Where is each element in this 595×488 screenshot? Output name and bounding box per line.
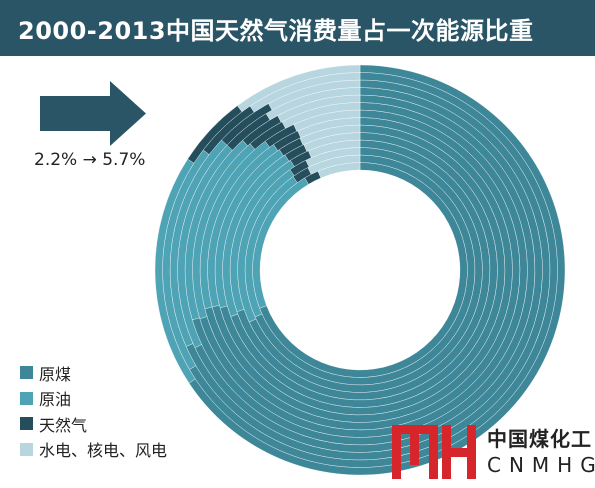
legend-item-3: 水电、核电、风电 xyxy=(20,437,167,463)
growth-label: 2.2% → 5.7% xyxy=(34,150,146,170)
legend-swatch xyxy=(20,391,33,405)
legend-item-1: 原油 xyxy=(20,386,167,412)
legend-swatch xyxy=(20,366,33,380)
donut-rings xyxy=(154,64,566,476)
legend-label: 原煤 xyxy=(39,364,72,384)
legend-label: 原油 xyxy=(39,390,72,410)
chart-title-text: 2000-2013中国天然气消费量占一次能源比重 xyxy=(18,16,534,45)
chart-title: 2000-2013中国天然气消费量占一次能源比重 xyxy=(0,0,595,56)
legend-label: 天然气 xyxy=(39,415,88,435)
legend-item-0: 原煤 xyxy=(20,360,167,386)
legend-swatch xyxy=(20,442,33,456)
logo-name-en: CNMHG xyxy=(487,453,595,477)
logo-mark xyxy=(392,425,476,479)
ring-2009-segment-3 xyxy=(277,94,361,123)
growth-arrow xyxy=(40,81,146,146)
legend-item-2: 天然气 xyxy=(20,411,167,437)
legend: 原煤原油天然气水电、核电、风电 xyxy=(20,360,167,462)
legend-swatch xyxy=(20,417,33,431)
logo-name-cn: 中国煤化工 xyxy=(487,427,592,451)
cnmhg-logo: 中国煤化工 CNMHG xyxy=(392,419,595,481)
legend-label: 水电、核电、风电 xyxy=(39,441,168,461)
ring-2013-segment-3 xyxy=(237,64,361,112)
